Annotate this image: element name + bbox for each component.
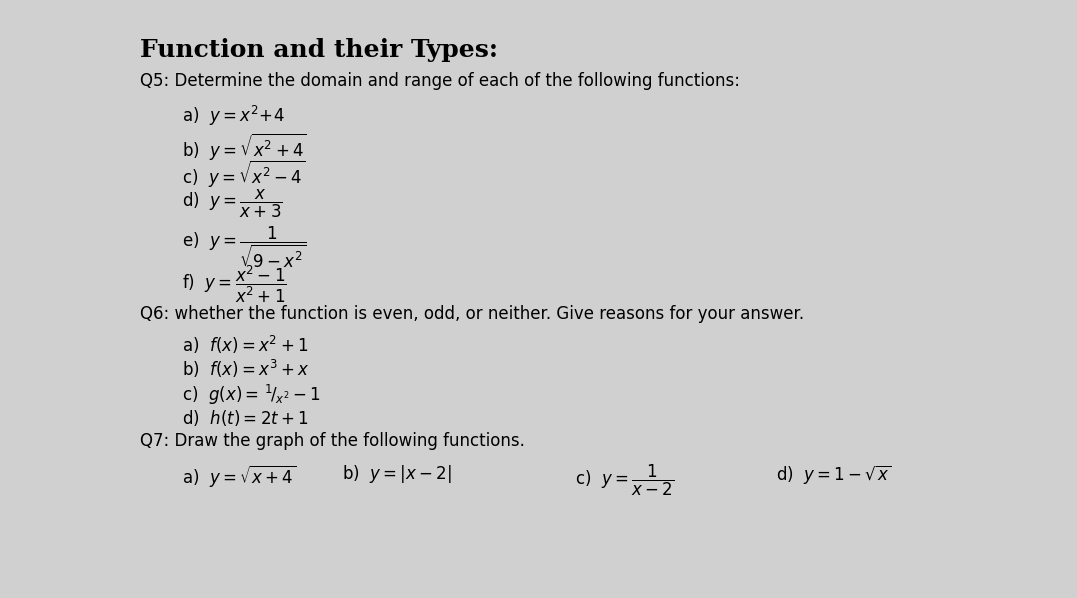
Text: c)  $g(x) = \,^1\!/_{x^2} - 1$: c) $g(x) = \,^1\!/_{x^2} - 1$ [182, 383, 321, 407]
Text: b)  $y = \sqrt{x^2 + 4}$: b) $y = \sqrt{x^2 + 4}$ [182, 131, 307, 162]
Text: d)  $y = \dfrac{x}{x+3}$: d) $y = \dfrac{x}{x+3}$ [182, 188, 282, 221]
Text: c)  $y = \dfrac{1}{x-2}$: c) $y = \dfrac{1}{x-2}$ [575, 463, 674, 498]
Text: a)  $y = \sqrt{x + 4}$: a) $y = \sqrt{x + 4}$ [182, 463, 296, 489]
Text: f)  $y = \dfrac{x^2-1}{x^2+1}$: f) $y = \dfrac{x^2-1}{x^2+1}$ [182, 264, 286, 306]
Text: e)  $y = \dfrac{1}{\sqrt{9-x^2}}$: e) $y = \dfrac{1}{\sqrt{9-x^2}}$ [182, 224, 306, 270]
Text: Q6: whether the function is even, odd, or neither. Give reasons for your answer.: Q6: whether the function is even, odd, o… [140, 305, 805, 323]
Text: a)  $f(x) = x^2 + 1$: a) $f(x) = x^2 + 1$ [182, 334, 308, 356]
Text: Q7: Draw the graph of the following functions.: Q7: Draw the graph of the following func… [140, 432, 526, 450]
Text: b)  $f(x) = x^3 + x$: b) $f(x) = x^3 + x$ [182, 358, 309, 380]
Text: c)  $y = \sqrt{x^2 - 4}$: c) $y = \sqrt{x^2 - 4}$ [182, 158, 305, 189]
Text: a)  $y = x^2\!+\!4$: a) $y = x^2\!+\!4$ [182, 104, 284, 128]
Text: Q5: Determine the domain and range of each of the following functions:: Q5: Determine the domain and range of ea… [140, 72, 741, 90]
Text: Function and their Types:: Function and their Types: [140, 38, 499, 62]
Text: b)  $y = |x - 2|$: b) $y = |x - 2|$ [342, 463, 452, 484]
Text: d)  $h(t) = 2t + 1$: d) $h(t) = 2t + 1$ [182, 407, 308, 428]
Text: d)  $y = 1 - \sqrt{x}$: d) $y = 1 - \sqrt{x}$ [777, 463, 892, 486]
